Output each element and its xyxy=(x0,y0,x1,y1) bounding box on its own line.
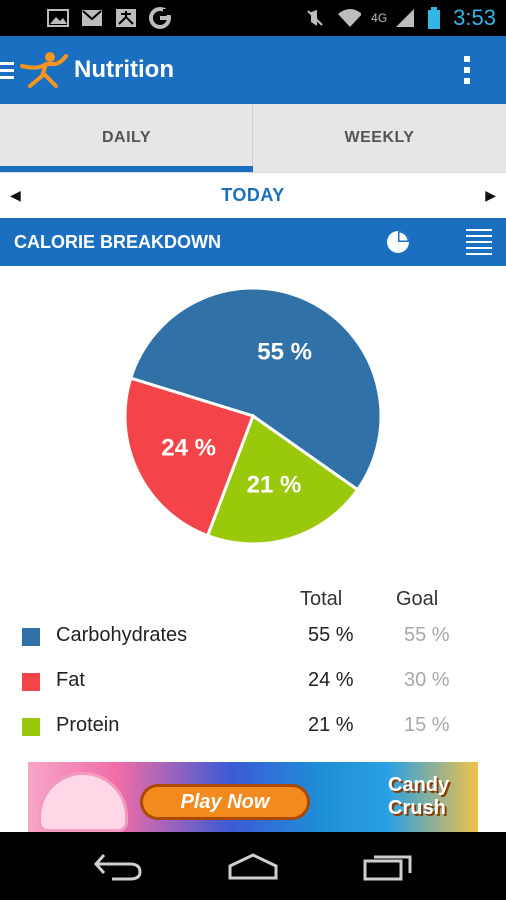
table-row-carbohydrates: Carbohydrates 55 % 55 % xyxy=(0,622,506,652)
tab-daily[interactable]: DAILY xyxy=(0,104,253,172)
recent-apps-icon[interactable] xyxy=(356,846,420,886)
ad-banner[interactable]: Play Now Candy Crush xyxy=(28,762,478,832)
nutrient-goal: 30 % xyxy=(404,669,450,691)
fitness-icon xyxy=(114,7,138,29)
pie-label-protein: 21 % xyxy=(247,472,302,499)
battery-icon xyxy=(427,7,441,29)
back-icon[interactable] xyxy=(86,846,150,886)
previous-day-icon[interactable]: ◀ xyxy=(10,187,21,203)
fat-color-swatch xyxy=(22,673,40,691)
home-icon[interactable] xyxy=(221,846,285,886)
nutrient-name: Fat xyxy=(56,669,85,691)
pie-label-carbohydrates: 55 % xyxy=(257,339,312,366)
wifi-icon xyxy=(337,7,362,29)
network-type: 4G xyxy=(371,11,388,25)
list-view-icon[interactable] xyxy=(466,229,492,255)
nutrient-goal: 55 % xyxy=(404,624,450,646)
app-bar: Nutrition xyxy=(0,36,506,104)
mute-icon xyxy=(303,7,327,29)
pie-chart-icon[interactable] xyxy=(386,230,410,254)
clock: 3:53 xyxy=(453,5,496,30)
calorie-breakdown-header: CALORIE BREAKDOWN xyxy=(0,218,506,266)
protein-color-swatch xyxy=(22,718,40,736)
tab-bar: DAILY WEEKLY xyxy=(0,104,506,172)
app-logo-icon[interactable] xyxy=(20,50,68,90)
ad-brand-logo: Candy Crush xyxy=(388,774,450,819)
gmail-icon xyxy=(80,7,104,29)
pie-slice-protein xyxy=(205,413,360,546)
nutrient-name: Carbohydrates xyxy=(56,624,188,646)
pie-slice-carbohydrates xyxy=(128,286,383,492)
current-date-label[interactable]: TODAY xyxy=(221,185,285,205)
ad-play-now-button[interactable]: Play Now xyxy=(140,784,310,820)
nutrient-total: 21 % xyxy=(308,714,354,736)
tab-divider xyxy=(252,104,253,166)
table-row-protein: Protein 21 % 15 % xyxy=(0,712,506,742)
tab-weekly[interactable]: WEEKLY xyxy=(344,129,415,146)
next-day-icon[interactable]: ▶ xyxy=(485,187,496,203)
calorie-pie-chart: 55 % 21 % 24 % xyxy=(123,286,383,546)
pie-slice-fat xyxy=(123,376,255,538)
system-nav-bar xyxy=(0,832,506,900)
nutrient-name: Protein xyxy=(56,714,120,736)
ad-character-image xyxy=(38,772,128,832)
google-icon xyxy=(148,7,172,29)
status-bar: 4G 3:53 xyxy=(0,0,506,36)
menu-icon[interactable] xyxy=(0,61,16,79)
date-navigator: ◀ TODAY ▶ xyxy=(0,172,506,218)
image-icon xyxy=(46,7,70,29)
nutrient-goal: 15 % xyxy=(404,714,450,736)
overflow-menu-icon[interactable] xyxy=(464,56,470,84)
page-title: Nutrition xyxy=(74,56,174,83)
nutrient-total: 55 % xyxy=(308,624,354,646)
table-row-fat: Fat 24 % 30 % xyxy=(0,667,506,697)
signal-icon xyxy=(393,7,417,29)
total-column-header: Total xyxy=(300,588,343,610)
carbohydrates-color-swatch xyxy=(22,628,40,646)
nutrient-total: 24 % xyxy=(308,669,354,691)
goal-column-header: Goal xyxy=(396,588,439,610)
pie-label-fat: 24 % xyxy=(161,434,216,461)
section-title: CALORIE BREAKDOWN xyxy=(14,231,221,252)
table-header: Total Goal xyxy=(0,588,506,614)
